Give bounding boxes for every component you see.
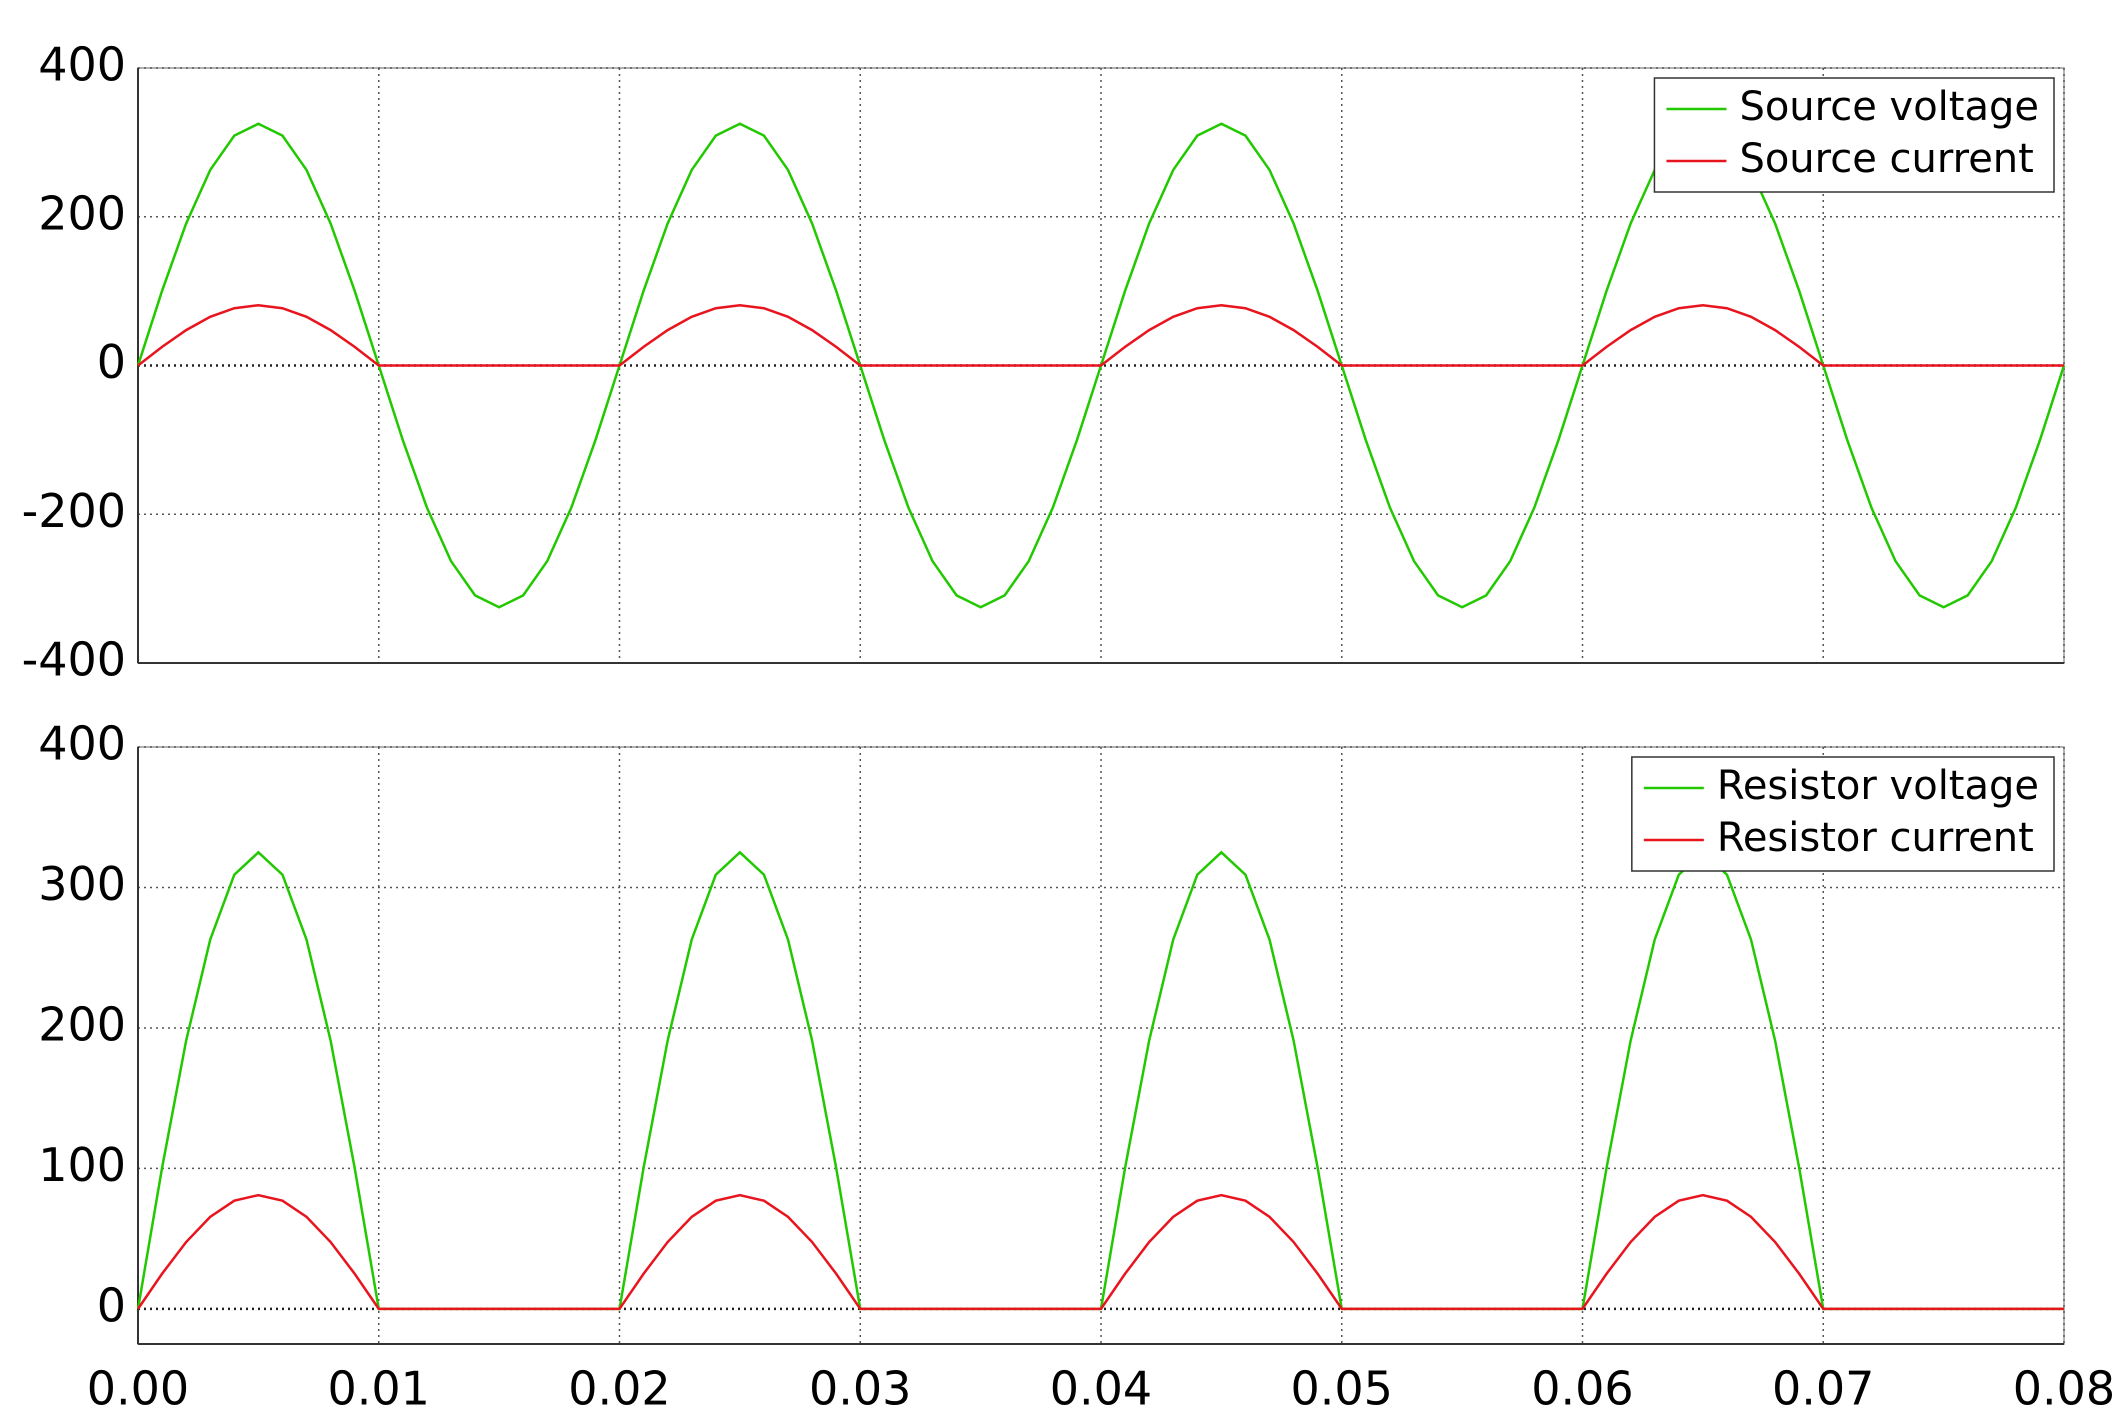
y-tick-label: 100 (38, 1138, 126, 1192)
y-tick-label: 400 (38, 38, 126, 92)
y-tick-label: 200 (38, 997, 126, 1051)
legend-box (1631, 756, 2055, 872)
y-tick-label: -400 (22, 633, 126, 687)
x-tick-label: 0.07 (1772, 1362, 1874, 1416)
x-tick-label: 0.05 (1291, 1362, 1393, 1416)
legend-box (1653, 77, 2055, 193)
legend-label: Source voltage (1739, 84, 2039, 130)
legend-label: Source current (1739, 136, 2033, 182)
y-tick-label: 200 (38, 186, 126, 240)
series-line (136, 1193, 2064, 1311)
y-tick-label: 300 (38, 857, 126, 911)
x-tick-label: 0.00 (87, 1362, 189, 1416)
x-tick-label: 0.06 (1531, 1362, 1633, 1416)
legend-label: Resistor voltage (1717, 763, 2039, 809)
y-tick-label: 400 (38, 717, 126, 771)
x-tick-label: 0.08 (2013, 1362, 2115, 1416)
y-tick-label: 0 (97, 1278, 126, 1332)
y-tick-label: -200 (22, 484, 126, 538)
series-line (137, 304, 2064, 367)
legend: Source voltage Source current (1653, 77, 2055, 193)
x-tick-label: 0.02 (568, 1362, 670, 1416)
legend: Resistor voltage Resistor current (1631, 756, 2055, 872)
y-tick-label: 0 (97, 335, 126, 389)
x-tick-label: 0.01 (328, 1362, 430, 1416)
legend-label: Resistor current (1717, 815, 2034, 861)
x-tick-label: 0.03 (809, 1362, 911, 1416)
x-tick-label: 0.04 (1050, 1362, 1152, 1416)
